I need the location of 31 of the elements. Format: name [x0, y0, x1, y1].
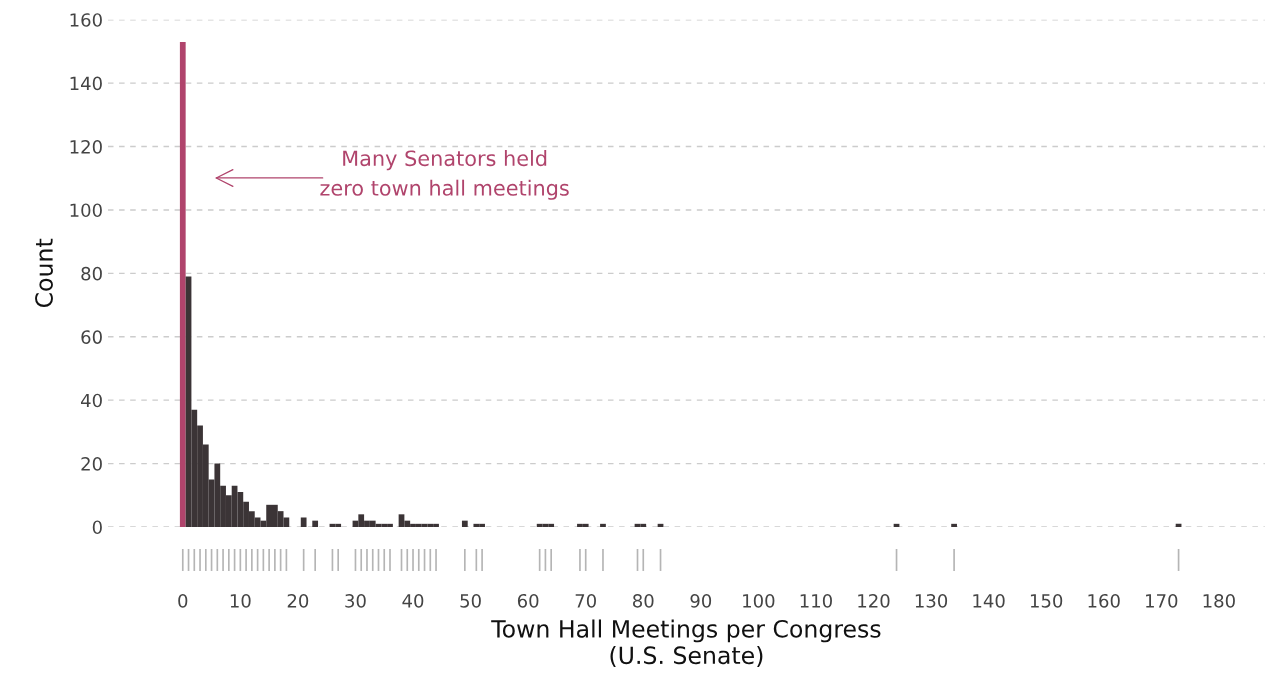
x-tick-label: 0 [178, 593, 188, 608]
x-tick-label: 40 [402, 593, 424, 608]
x-tick-label: 30 [345, 593, 366, 608]
x-tick-label: 170 [1146, 593, 1178, 608]
x-tick-label: 20 [287, 593, 309, 608]
y-tick-label: 140 [70, 76, 102, 91]
x-tick-label: 90 [690, 593, 712, 608]
x-tick-label: 120 [858, 593, 890, 608]
y-tick-label: 20 [81, 457, 102, 471]
x-tick-label: 80 [633, 593, 654, 608]
y-tick-label: 60 [81, 330, 102, 344]
x-tick-label: 10 [230, 593, 251, 608]
x-axis-title: Town Hall Meetings per Congress (U.S. Senate) [491, 619, 881, 667]
x-tick-label: 100 [743, 593, 775, 608]
y-tick-label: 160 [70, 13, 102, 27]
y-tick-label: 0 [92, 520, 102, 535]
x-tick-label: 110 [800, 593, 832, 608]
x-tick-label: 150 [1030, 593, 1063, 608]
annotation: Many Senators held zero town hall meetings [320, 150, 569, 200]
y-tick-label: 100 [70, 203, 102, 218]
x-tick-label: 130 [915, 593, 948, 608]
y-tick-label: 40 [81, 393, 102, 408]
y-tick-label: 80 [81, 266, 102, 281]
y-tick-label: 120 [70, 140, 102, 154]
y-axis-title: Count [35, 238, 53, 308]
x-tick-label: 50 [460, 593, 481, 608]
x-tick-label: 160 [1088, 593, 1120, 608]
x-tick-label: 70 [575, 593, 596, 608]
x-tick-label: 140 [973, 593, 1005, 608]
x-tick-label: 60 [517, 593, 539, 608]
x-tick-label: 180 [1203, 593, 1235, 608]
